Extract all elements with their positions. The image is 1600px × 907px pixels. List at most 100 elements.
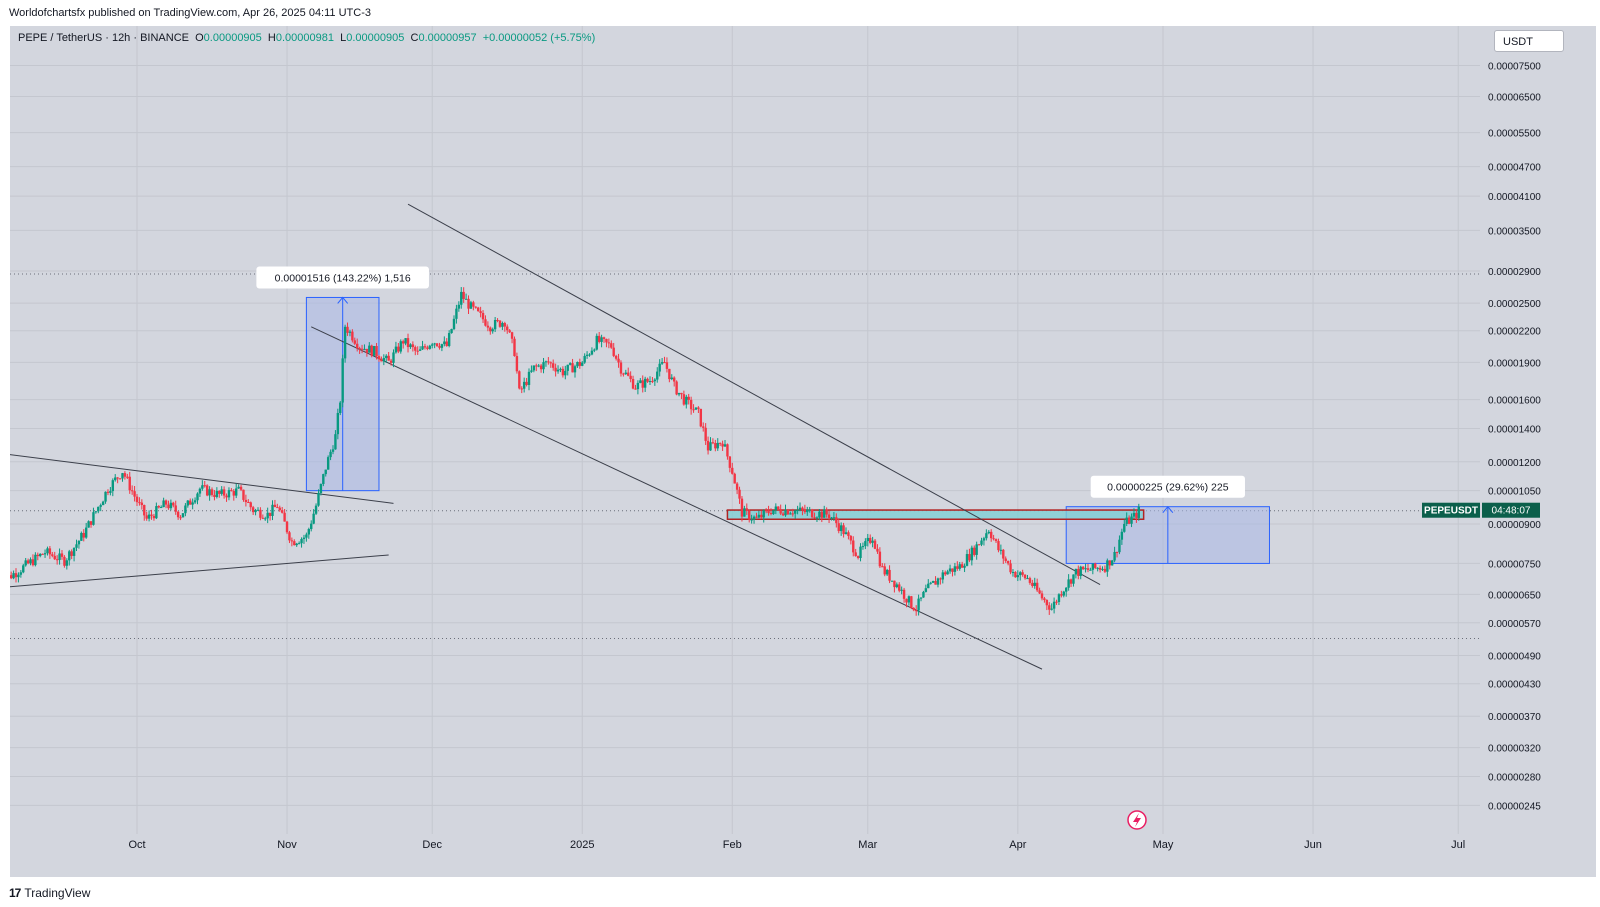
candle-body: [51, 554, 54, 556]
candle-body: [198, 488, 202, 494]
candle-body: [225, 495, 228, 498]
candle-body: [636, 382, 640, 390]
trendline[interactable]: [407, 203, 1101, 586]
candle-body: [329, 451, 332, 458]
y-tick-label: 0.00004100: [1488, 192, 1541, 203]
candle-body: [1098, 567, 1102, 570]
candle-body: [510, 332, 514, 339]
chart-pane[interactable]: 0.00007500 0.00006500 0.00005500 0.00004700…: [10, 26, 1596, 877]
candle-body: [561, 368, 565, 376]
candle-body: [462, 291, 465, 299]
candle-body: [411, 344, 415, 348]
candle-body: [694, 407, 698, 410]
candle-body: [711, 442, 715, 444]
candle-body: [34, 554, 37, 566]
candle-body: [588, 354, 591, 356]
legend-symbol[interactable]: PEPE / TetherUS · 12h · BINANCE: [18, 32, 189, 44]
candle-body: [302, 537, 306, 540]
candle-body: [1115, 551, 1119, 553]
candle-body: [646, 378, 649, 382]
measure-left-label-bg: [256, 266, 429, 289]
x-tick-label: Jul: [1451, 839, 1465, 851]
price-chart[interactable]: 0.00007500 0.00006500 0.00005500 0.00004700…: [10, 26, 1596, 877]
candle-body: [191, 502, 194, 505]
candle-body: [927, 583, 930, 589]
candle-body: [360, 348, 364, 350]
currency-button[interactable]: USDT: [1494, 30, 1564, 52]
candle-body: [832, 517, 836, 519]
candle-body: [123, 473, 127, 477]
candle-body: [174, 505, 177, 512]
candle-body: [496, 319, 499, 321]
candle-body: [293, 541, 296, 546]
candle-body: [288, 532, 291, 541]
legend-low-value: 0.00000905: [346, 32, 405, 44]
candle-body: [806, 509, 809, 513]
candle-body: [910, 596, 913, 609]
y-tick-label: 0.00006500: [1488, 92, 1541, 103]
candle-body: [953, 566, 957, 572]
candle-body: [101, 501, 105, 506]
candle-body: [218, 490, 221, 494]
candle-body: [566, 364, 569, 371]
candle-body: [196, 493, 199, 501]
x-tick-label: Mar: [858, 839, 877, 851]
candle-body: [264, 518, 267, 520]
candle-body: [1079, 566, 1082, 576]
candle-body: [256, 509, 260, 511]
candle-body: [138, 502, 141, 504]
candle-body: [968, 554, 971, 561]
candle-body: [1120, 531, 1124, 540]
candle-body: [220, 489, 223, 494]
candle-body: [283, 512, 286, 522]
candle-body: [1074, 568, 1078, 575]
trendline[interactable]: [10, 554, 389, 588]
tradingview-logo[interactable]: 17 TradingView: [9, 886, 90, 900]
candle-body: [1089, 569, 1092, 571]
candle-body: [382, 358, 386, 362]
candle-body: [280, 510, 284, 513]
supply-zone-box[interactable]: [726, 509, 1145, 520]
candle-body: [19, 572, 23, 575]
candle-body: [781, 513, 785, 516]
trendline[interactable]: [311, 326, 1043, 670]
candle-body: [133, 491, 136, 497]
candle-body: [530, 370, 533, 372]
candle-body: [559, 368, 562, 370]
candle-body: [668, 368, 671, 380]
candle-body: [479, 311, 482, 313]
candle-body: [651, 381, 654, 383]
candle-body: [1084, 568, 1087, 570]
candle-body: [670, 377, 673, 380]
candle-body: [406, 338, 410, 348]
candle-body: [1026, 578, 1029, 580]
candle-body: [385, 355, 388, 359]
candle-body: [428, 345, 431, 349]
candle-body: [97, 506, 100, 512]
candle-body: [423, 346, 427, 348]
lightning-bolt-icon: [1133, 813, 1141, 827]
candle-body: [118, 478, 122, 480]
candle-body: [130, 490, 134, 492]
candle-body: [762, 510, 765, 518]
candle-body: [22, 565, 25, 573]
candle-body: [1011, 572, 1015, 574]
candle-body: [60, 553, 64, 557]
candle-body: [334, 434, 337, 450]
candle-body: [941, 572, 944, 580]
candle-body: [752, 516, 756, 520]
candle-body: [399, 341, 402, 352]
candle-body: [297, 543, 301, 545]
candle-body: [370, 345, 373, 356]
candle-body: [447, 333, 451, 346]
candle-body: [26, 560, 30, 564]
y-tick-label: 0.00001600: [1488, 396, 1541, 407]
candle-body: [571, 363, 574, 373]
trendline[interactable]: [10, 453, 394, 504]
candle-body: [356, 343, 359, 349]
candle-body: [823, 509, 826, 518]
candle-body: [1077, 568, 1080, 576]
candle-body: [721, 443, 724, 447]
y-tick-label: 0.00002200: [1488, 327, 1541, 338]
candle-body: [503, 323, 507, 327]
